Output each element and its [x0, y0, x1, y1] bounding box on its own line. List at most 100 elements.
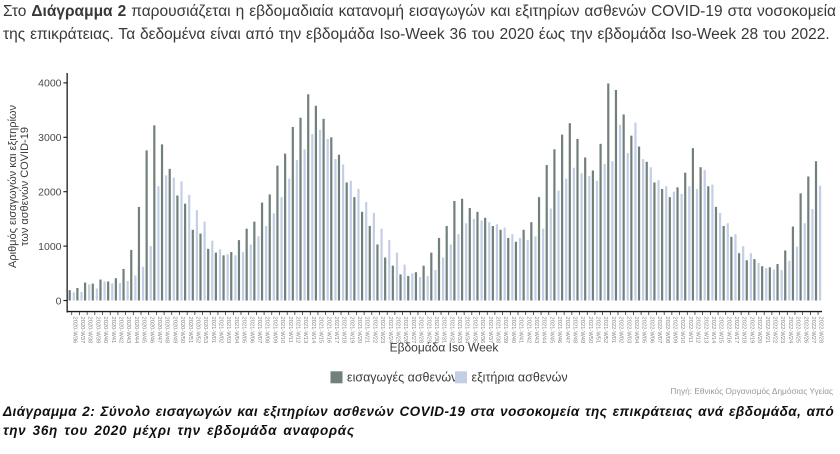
- svg-text:2021-W13: 2021-W13: [302, 317, 308, 344]
- svg-text:2021-W32: 2021-W32: [448, 317, 454, 344]
- svg-text:2022-W03: 2022-W03: [625, 317, 631, 344]
- svg-text:2021-W28: 2021-W28: [418, 317, 424, 344]
- svg-text:2022-W28: 2022-W28: [818, 317, 824, 344]
- svg-text:2020-W49: 2020-W49: [171, 317, 177, 344]
- svg-text:2022-W08: 2022-W08: [664, 317, 670, 344]
- svg-text:2021-W20: 2021-W20: [356, 317, 362, 344]
- svg-text:2021-W16: 2021-W16: [325, 317, 331, 344]
- svg-text:2021-W03: 2021-W03: [225, 317, 231, 344]
- svg-text:2021-W21: 2021-W21: [364, 317, 370, 344]
- svg-text:2020-W52: 2020-W52: [194, 317, 200, 344]
- svg-text:2020-W44: 2020-W44: [133, 317, 139, 345]
- svg-text:2022-W15: 2022-W15: [718, 317, 724, 344]
- svg-text:2021-W34: 2021-W34: [464, 317, 470, 345]
- svg-text:2020-W48: 2020-W48: [164, 317, 170, 344]
- svg-text:2021-W51: 2021-W51: [595, 317, 601, 344]
- svg-text:2022-W23: 2022-W23: [779, 317, 785, 344]
- svg-text:των ασθενών COVID-19: των ασθενών COVID-19: [19, 127, 31, 246]
- svg-text:2020-W47: 2020-W47: [156, 317, 162, 344]
- svg-text:2021-W08: 2021-W08: [264, 317, 270, 344]
- svg-text:2022-W10: 2022-W10: [679, 317, 685, 344]
- svg-text:2021-W35: 2021-W35: [471, 317, 477, 344]
- svg-text:0: 0: [56, 295, 62, 307]
- svg-text:2020-W51: 2020-W51: [187, 317, 193, 344]
- svg-text:Πηγή: Εθνικός Οργανισμός Δημόσ: Πηγή: Εθνικός Οργανισμός Δημόσιας Υγείας: [670, 386, 833, 396]
- svg-text:2021-W02: 2021-W02: [218, 317, 224, 344]
- svg-text:2021-W52: 2021-W52: [602, 317, 608, 344]
- svg-text:2021-W12: 2021-W12: [294, 317, 300, 344]
- svg-text:2021-W01: 2021-W01: [210, 317, 216, 344]
- svg-text:2022-W02: 2022-W02: [618, 317, 624, 344]
- svg-text:2020-W42: 2020-W42: [118, 317, 124, 344]
- svg-text:2021-W43: 2021-W43: [533, 317, 539, 344]
- svg-text:2022-W06: 2022-W06: [648, 317, 654, 344]
- svg-text:Αριθμός εισαγωγών και εξιτηρίω: Αριθμός εισαγωγών και εξιτηρίων: [7, 105, 19, 268]
- svg-text:2022-W21: 2022-W21: [764, 317, 770, 344]
- svg-text:2020-W53: 2020-W53: [202, 317, 208, 344]
- svg-text:2022-W18: 2022-W18: [741, 317, 747, 344]
- svg-text:2021-W31: 2021-W31: [441, 317, 447, 344]
- svg-text:2022-W16: 2022-W16: [725, 317, 731, 344]
- svg-text:2020-W39: 2020-W39: [94, 317, 100, 344]
- svg-text:εισαγωγές ασθενών: εισαγωγές ασθενών: [347, 370, 457, 384]
- svg-text:2022-W26: 2022-W26: [802, 317, 808, 344]
- svg-text:2021-W36: 2021-W36: [479, 317, 485, 344]
- svg-text:2021-W40: 2021-W40: [510, 317, 516, 344]
- svg-text:2020-W50: 2020-W50: [179, 317, 185, 344]
- svg-text:2021-W17: 2021-W17: [333, 317, 339, 344]
- svg-text:εξιτήρια ασθενών: εξιτήρια ασθενών: [472, 370, 568, 384]
- svg-text:2021-W26: 2021-W26: [402, 317, 408, 344]
- svg-text:2021-W30: 2021-W30: [433, 317, 439, 344]
- svg-text:Εβδομάδα Iso Week: Εβδομάδα Iso Week: [390, 341, 500, 355]
- svg-text:2022-W24: 2022-W24: [787, 317, 793, 345]
- svg-text:2020-W37: 2020-W37: [79, 317, 85, 344]
- svg-text:4000: 4000: [38, 78, 62, 90]
- svg-text:2020-W36: 2020-W36: [71, 317, 77, 344]
- svg-text:2022-W14: 2022-W14: [710, 317, 716, 345]
- svg-text:2021-W23: 2021-W23: [379, 317, 385, 344]
- svg-text:2021-W10: 2021-W10: [279, 317, 285, 344]
- svg-text:2021-W27: 2021-W27: [410, 317, 416, 344]
- svg-text:2021-W41: 2021-W41: [518, 317, 524, 344]
- svg-text:2021-W48: 2021-W48: [571, 317, 577, 344]
- svg-text:2021-W45: 2021-W45: [548, 317, 554, 344]
- svg-text:2021-W24: 2021-W24: [387, 317, 393, 345]
- svg-text:2021-W50: 2021-W50: [587, 317, 593, 344]
- svg-text:2021-W18: 2021-W18: [341, 317, 347, 344]
- svg-text:2022-W11: 2022-W11: [687, 317, 693, 343]
- svg-text:2020-W43: 2020-W43: [125, 317, 131, 344]
- svg-text:2022-W12: 2022-W12: [695, 317, 701, 344]
- svg-text:2022-W05: 2022-W05: [641, 317, 647, 344]
- svg-text:2022-W13: 2022-W13: [702, 317, 708, 344]
- svg-text:2021-W46: 2021-W46: [556, 317, 562, 344]
- svg-text:3000: 3000: [38, 132, 62, 144]
- svg-text:2021-W42: 2021-W42: [525, 317, 531, 344]
- svg-text:2021-W19: 2021-W19: [348, 317, 354, 344]
- svg-text:2021-W49: 2021-W49: [579, 317, 585, 344]
- svg-text:2020-W41: 2020-W41: [110, 317, 116, 344]
- svg-text:2021-W39: 2021-W39: [502, 317, 508, 344]
- svg-text:2021-W06: 2021-W06: [248, 317, 254, 344]
- svg-text:2021-W22: 2021-W22: [371, 317, 377, 344]
- svg-text:2022-W22: 2022-W22: [771, 317, 777, 344]
- svg-text:2022-W19: 2022-W19: [748, 317, 754, 344]
- svg-text:2021-W37: 2021-W37: [487, 317, 493, 344]
- svg-text:2020-W38: 2020-W38: [87, 317, 93, 344]
- svg-text:2022-W25: 2022-W25: [795, 317, 801, 344]
- svg-text:2021-W44: 2021-W44: [541, 317, 547, 345]
- svg-text:2021-W14: 2021-W14: [310, 317, 316, 345]
- svg-text:2021-W33: 2021-W33: [456, 317, 462, 344]
- svg-text:2021-W47: 2021-W47: [564, 317, 570, 344]
- svg-text:2022-W17: 2022-W17: [733, 317, 739, 344]
- svg-text:2020-W45: 2020-W45: [141, 317, 147, 344]
- svg-text:2022-W07: 2022-W07: [656, 317, 662, 344]
- svg-text:2021-W38: 2021-W38: [495, 317, 501, 344]
- svg-text:2021-W09: 2021-W09: [271, 317, 277, 344]
- svg-text:2020-W46: 2020-W46: [148, 317, 154, 344]
- svg-text:2021-W15: 2021-W15: [318, 317, 324, 344]
- svg-text:2021-W07: 2021-W07: [256, 317, 262, 344]
- svg-text:2021-W04: 2021-W04: [233, 317, 239, 345]
- svg-text:2022-W27: 2022-W27: [810, 317, 816, 344]
- svg-text:2021-W29: 2021-W29: [425, 317, 431, 344]
- svg-text:2022-W09: 2022-W09: [671, 317, 677, 344]
